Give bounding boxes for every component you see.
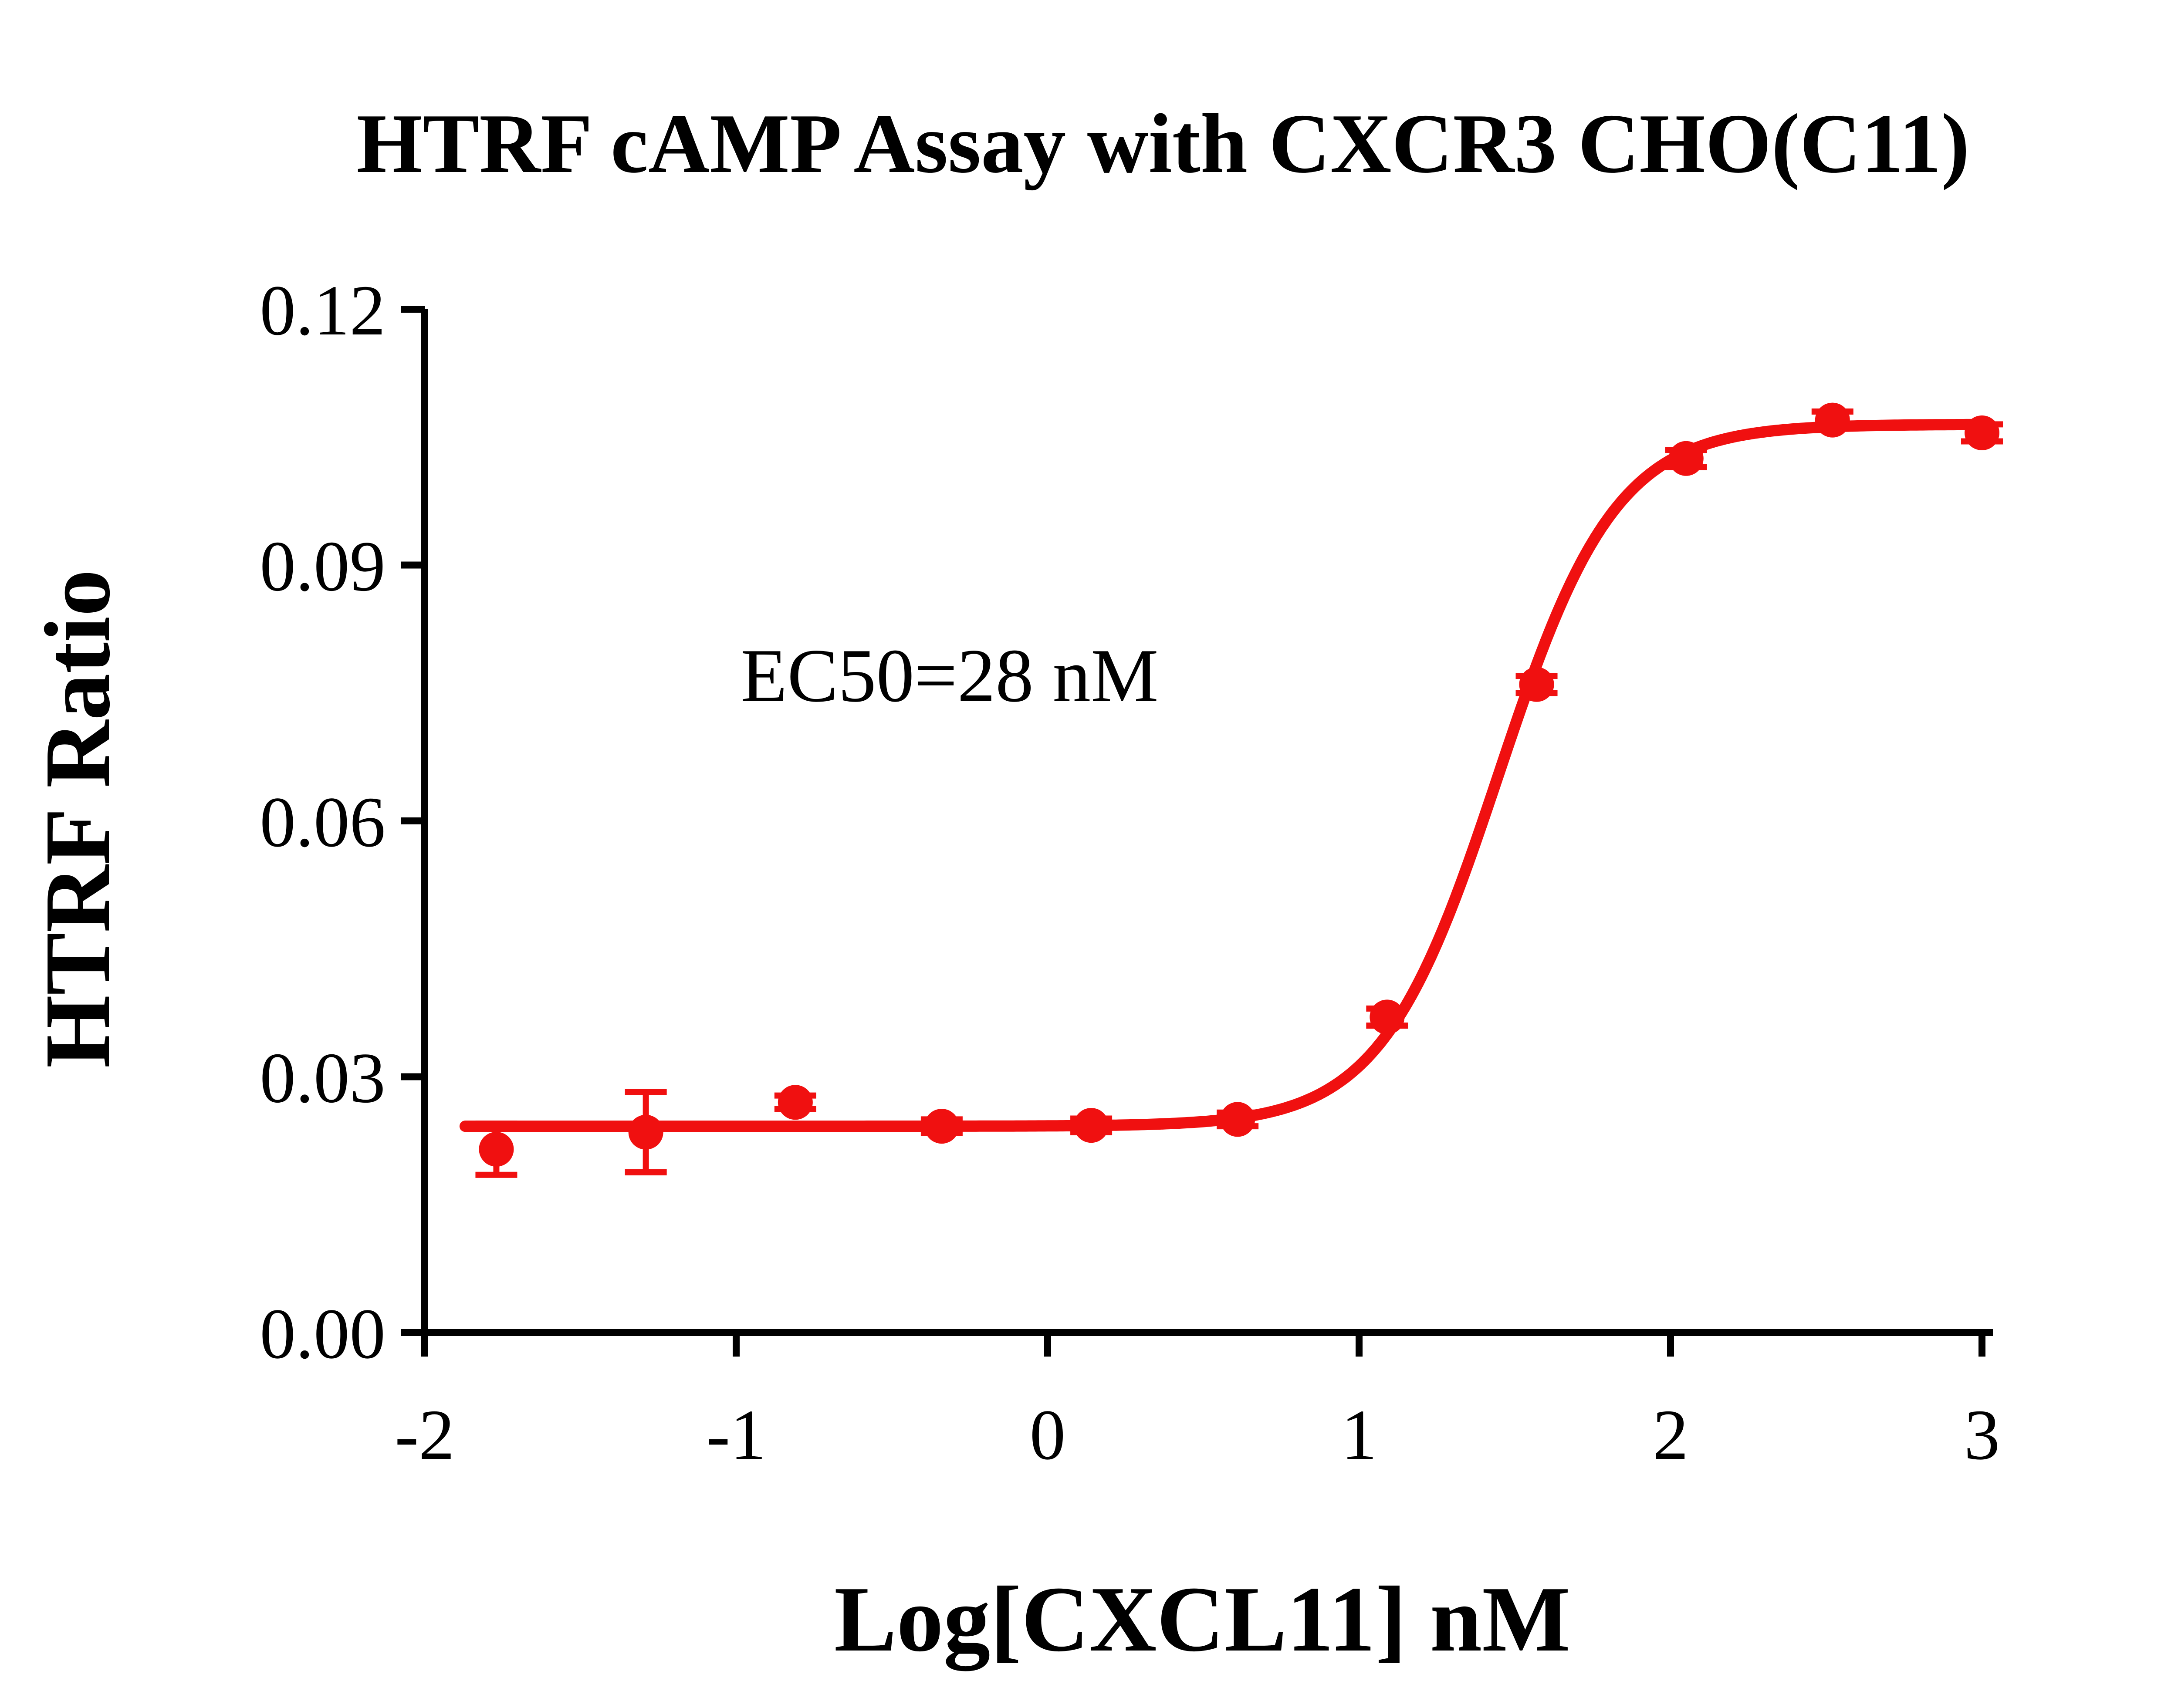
data-point xyxy=(1668,441,1704,476)
data-point xyxy=(778,1085,813,1120)
data-point xyxy=(924,1109,959,1144)
y-axis-label: HTRF Ratio xyxy=(25,570,129,1068)
x-tick-label: 0 xyxy=(1030,1395,1066,1475)
data-point xyxy=(1965,415,1999,450)
data-point xyxy=(1074,1108,1109,1143)
y-tick-label: 0.12 xyxy=(260,270,386,350)
data-point xyxy=(1370,999,1405,1035)
x-tick-label: 2 xyxy=(1653,1395,1689,1475)
x-tick-label: -2 xyxy=(395,1395,454,1475)
fit-curve xyxy=(459,419,1988,1132)
y-tick-label: 0.03 xyxy=(260,1038,386,1118)
data-point xyxy=(479,1131,514,1167)
data-point xyxy=(1220,1102,1255,1137)
ec50-annotation: EC50=28 nM xyxy=(741,633,1158,718)
chart-title: HTRF cAMP Assay with CXCR3 CHO(C11) xyxy=(356,97,1969,191)
x-tick-label: -1 xyxy=(706,1395,766,1475)
x-tick-label: 3 xyxy=(1964,1395,2000,1475)
y-tick-label: 0.06 xyxy=(260,782,386,862)
x-tick-label: 1 xyxy=(1341,1395,1377,1475)
x-axis-label: Log[CXCL11] nM xyxy=(834,1567,1570,1671)
y-tick-label: 0.09 xyxy=(260,527,386,606)
data-point xyxy=(1815,402,1850,438)
data-point xyxy=(1519,667,1554,702)
y-tick-label: 0.00 xyxy=(260,1294,386,1374)
data-point xyxy=(628,1114,663,1150)
plot-area: 0.00 0.03 0.06 0.09 0.12 -2 -1 0 1 2 3 xyxy=(260,270,2003,1475)
